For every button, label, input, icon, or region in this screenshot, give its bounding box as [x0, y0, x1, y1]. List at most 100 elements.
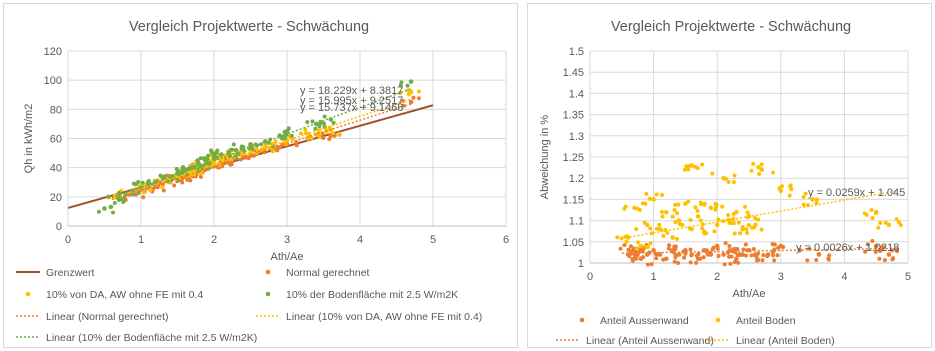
data-point-cloud	[317, 128, 322, 133]
data-point-cloud	[746, 223, 751, 228]
y-tick-label: 1.15	[563, 194, 584, 206]
data-point-cloud	[648, 226, 653, 231]
data-point-cloud	[645, 245, 650, 250]
data-point-cloud	[174, 167, 179, 172]
data-point	[886, 252, 892, 257]
data-point-cloud	[732, 259, 737, 264]
x-tick-label: 3	[778, 271, 784, 283]
legend-label: Grenzwert	[46, 267, 95, 279]
data-point-cloud	[283, 136, 288, 141]
data-point-cloud	[635, 253, 640, 258]
data-point-cloud	[273, 139, 278, 144]
data-point-cloud	[878, 248, 883, 253]
data-point-cloud	[698, 200, 703, 205]
legend-symbol	[265, 269, 271, 275]
data-point-cloud	[627, 254, 632, 259]
data-point	[664, 256, 669, 262]
y-tick-label: 1.45	[563, 67, 584, 79]
legend-symbol	[715, 317, 721, 323]
data-point-cloud	[282, 130, 287, 135]
data-point-cloud	[299, 131, 304, 136]
data-point-cloud	[732, 231, 737, 236]
data-point-cloud	[756, 165, 761, 170]
data-point-cloud	[770, 242, 775, 247]
data-point-cloud	[278, 145, 283, 150]
x-axis-title: Ath/Ae	[270, 251, 303, 263]
data-point-cloud	[727, 243, 732, 248]
data-point-cloud	[255, 143, 260, 148]
data-point-cloud	[660, 214, 665, 219]
data-point-cloud	[262, 150, 267, 155]
data-point-cloud	[676, 202, 681, 207]
data-point-cloud	[749, 168, 754, 173]
trendline	[111, 103, 412, 201]
data-point-cloud	[160, 185, 165, 190]
data-point-cloud	[659, 192, 664, 197]
data-point-cloud	[289, 133, 294, 138]
data-point-cloud	[628, 244, 633, 249]
data-point-cloud	[759, 227, 764, 232]
data-point-cloud	[737, 231, 742, 236]
y-tick-label: 120	[44, 46, 62, 58]
x-tick-label: 0	[587, 271, 593, 283]
data-point-cloud	[743, 242, 748, 247]
data-point-cloud	[667, 243, 672, 248]
data-point-cloud	[643, 201, 648, 206]
data-point-cloud	[688, 247, 693, 252]
data-point-cloud	[181, 164, 186, 169]
trendline-equation: y = 15.995x + 9.2517	[300, 95, 403, 107]
data-point	[408, 79, 414, 84]
x-tick-label: 1	[651, 271, 657, 283]
data-point-cloud	[898, 222, 903, 227]
data-point-cloud	[161, 188, 166, 193]
legend-label: Anteil Boden	[736, 315, 796, 327]
data-point-cloud	[673, 202, 678, 207]
data-point-cloud	[626, 247, 631, 252]
data-point-cloud	[687, 164, 692, 169]
data-point-cloud	[750, 225, 755, 230]
data-point-cloud	[814, 258, 819, 263]
data-point-cloud	[684, 164, 689, 169]
data-point-cloud	[648, 241, 653, 246]
data-point-cloud	[728, 261, 733, 266]
data-point-cloud	[202, 157, 207, 162]
x-tick-label: 2	[211, 234, 217, 246]
data-point-cloud	[682, 167, 687, 172]
data-point-cloud	[788, 183, 793, 188]
y-axis-title: Qh in kWh/m2	[23, 104, 35, 174]
data-point-cloud	[672, 259, 677, 264]
x-tick-label: 6	[503, 234, 509, 246]
y-tick-label: 1.1	[569, 216, 584, 228]
trendline	[111, 98, 412, 200]
data-point-cloud	[731, 221, 736, 226]
y-tick-label: 1.25	[563, 152, 584, 164]
data-point-cloud	[713, 201, 718, 206]
data-point-cloud	[702, 201, 707, 206]
data-point-cloud	[313, 126, 318, 131]
data-point-cloud	[693, 164, 698, 169]
data-point-cloud	[251, 153, 256, 158]
data-point	[233, 147, 239, 153]
data-point-cloud	[688, 217, 693, 222]
data-point-cloud	[270, 149, 275, 154]
data-point-cloud	[254, 146, 259, 151]
data-point-cloud	[131, 181, 136, 186]
data-point-cloud	[698, 256, 703, 261]
data-point-cloud	[765, 254, 770, 259]
data-point-cloud	[657, 226, 662, 231]
data-point-cloud	[743, 204, 748, 209]
trendline-equation: y = 0.0026x + 1.0218	[796, 242, 899, 254]
y-tick-label: 100	[44, 75, 62, 87]
data-point-cloud	[336, 132, 341, 137]
data-point-cloud	[803, 191, 808, 196]
data-point-cloud	[682, 255, 687, 260]
y-tick-label: 1.35	[563, 110, 584, 122]
data-point-cloud	[720, 204, 725, 209]
data-point-cloud	[757, 171, 762, 176]
data-point-cloud	[198, 156, 203, 161]
legend-symbol	[265, 291, 271, 297]
data-point-cloud	[180, 169, 185, 174]
data-point-cloud	[634, 256, 639, 261]
legend-label: 10% der Bodenfläche mit 2.5 W/m2K	[286, 289, 458, 301]
data-point-cloud	[175, 178, 180, 183]
